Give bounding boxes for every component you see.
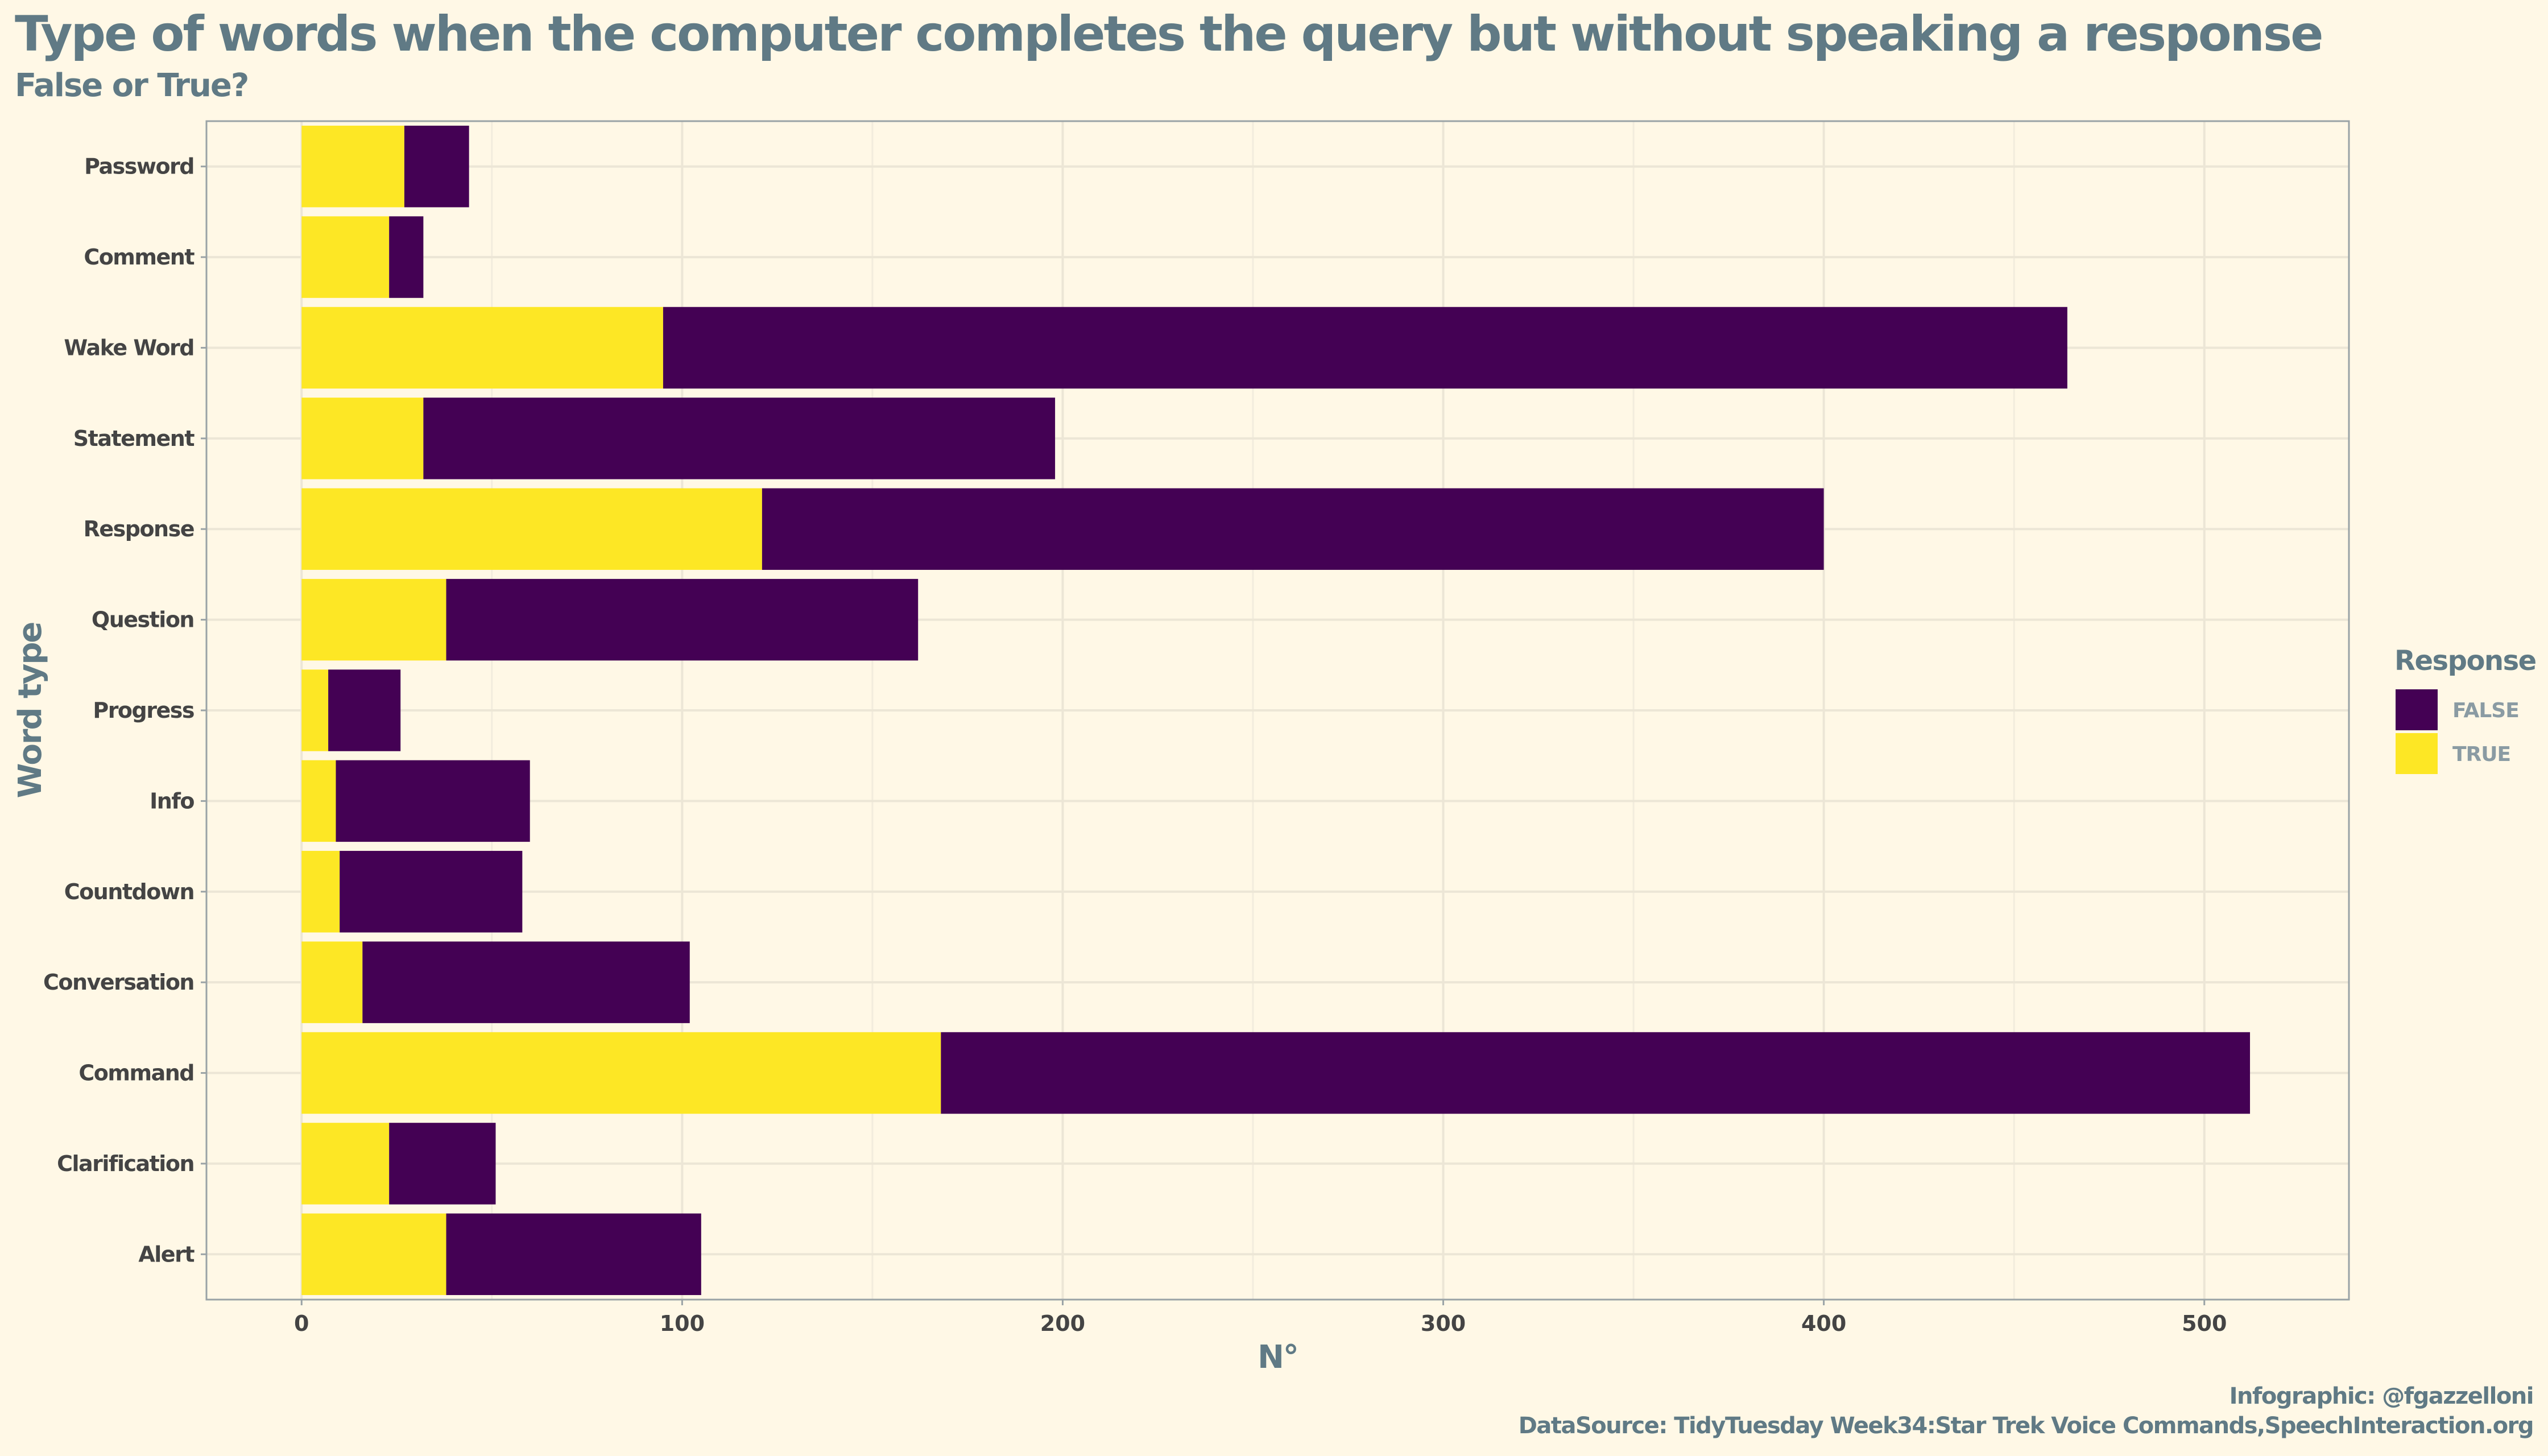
bar-wake-word-false: [663, 307, 2067, 389]
legend-key-true: [2396, 733, 2438, 774]
y-tick-label: Alert: [138, 1242, 195, 1267]
y-tick-label: Question: [92, 607, 194, 632]
chart-title: Type of words when the computer complete…: [15, 6, 2323, 63]
bar-conversation-false: [362, 941, 690, 1023]
bar-password-false: [404, 125, 469, 208]
y-axis-title: Word type: [12, 623, 49, 799]
legend-title: Response: [2394, 645, 2536, 677]
bar-command-true: [301, 1032, 941, 1114]
caption-infographic: Infographic: @fgazzelloni: [2229, 1383, 2534, 1409]
bar-countdown-true: [301, 851, 340, 933]
y-tick-label: Wake Word: [64, 335, 194, 360]
legend-items: FALSE TRUE: [2396, 689, 2520, 774]
bar-clarification-false: [389, 1123, 496, 1205]
bar-alert-false: [446, 1213, 701, 1296]
bar-info-true: [301, 760, 336, 842]
bar-statement-true: [301, 398, 424, 479]
bar-clarification-true: [301, 1123, 390, 1205]
x-tick-label: 100: [660, 1311, 705, 1336]
bar-alert-true: [301, 1213, 446, 1296]
grid-lines: [206, 121, 2349, 1300]
bars: [301, 125, 2251, 1296]
y-axis-labels: Password Comment Wake Word Statement Respons…: [43, 154, 206, 1267]
legend-label-true: TRUE: [2452, 743, 2510, 766]
legend: Response FALSE TRUE: [2394, 645, 2537, 774]
y-tick-label: Response: [84, 516, 194, 541]
legend-label-false: FALSE: [2452, 699, 2519, 722]
x-tick-label: 400: [1801, 1311, 1846, 1336]
bar-command-false: [941, 1032, 2251, 1114]
bar-conversation-true: [301, 941, 363, 1023]
y-tick-label: Info: [150, 788, 194, 813]
bar-question-true: [301, 578, 446, 661]
x-tick-label: 0: [294, 1311, 309, 1336]
bar-question-false: [446, 578, 919, 661]
x-tick-label: 500: [2182, 1311, 2227, 1336]
chart-subtitle: False or True?: [15, 67, 249, 104]
y-tick-label: Command: [78, 1061, 194, 1086]
bar-password-true: [301, 125, 404, 208]
x-axis-labels: 0 100 200 300 400 500: [294, 1300, 2227, 1336]
bar-comment-true: [301, 216, 390, 298]
bar-response-false: [762, 488, 1824, 570]
bar-wake-word-true: [301, 307, 663, 389]
bar-statement-false: [423, 398, 1056, 479]
bar-progress-false: [328, 669, 401, 751]
caption-datasource: DataSource: TidyTuesday Week34:Star Trek…: [1518, 1413, 2534, 1439]
y-tick-label: Comment: [84, 245, 195, 270]
y-tick-label: Progress: [93, 698, 194, 723]
bar-progress-true: [301, 669, 329, 751]
x-axis-title: N°: [1258, 1339, 1298, 1376]
x-tick-label: 300: [1421, 1311, 1466, 1336]
y-tick-label: Countdown: [64, 879, 194, 904]
y-tick-label: Conversation: [43, 970, 194, 995]
legend-key-false: [2396, 689, 2438, 730]
y-tick-label: Clarification: [57, 1151, 194, 1176]
bar-comment-false: [389, 216, 424, 298]
bar-response-true: [301, 488, 762, 570]
bar-info-false: [336, 760, 530, 842]
y-tick-label: Statement: [73, 426, 195, 451]
bar-countdown-false: [340, 851, 523, 933]
y-tick-label: Password: [84, 154, 194, 179]
x-tick-label: 200: [1040, 1311, 1085, 1336]
